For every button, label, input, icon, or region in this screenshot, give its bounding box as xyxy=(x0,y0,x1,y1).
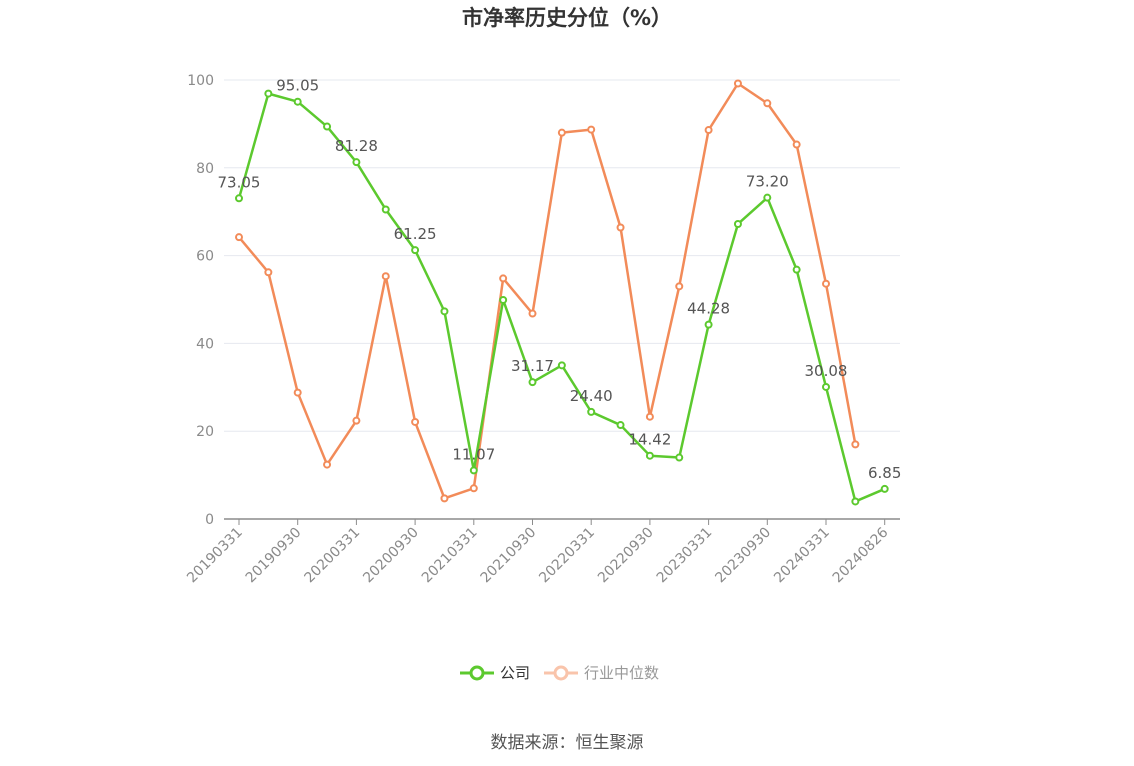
industry-median-point-14 xyxy=(645,412,654,421)
industry-median-point-21 xyxy=(851,440,860,449)
legend-industry-median-label: 行业中位数 xyxy=(584,664,660,682)
company-point-12 xyxy=(587,407,596,416)
company-point-3 xyxy=(323,122,332,131)
y-tick-label-20: 20 xyxy=(196,424,214,440)
company-point-22 xyxy=(880,484,889,493)
company-point-19 xyxy=(792,265,801,274)
industry-median-point-1 xyxy=(264,268,273,277)
industry-median-point-15 xyxy=(675,282,684,291)
x-tick-label: 20190930 xyxy=(243,525,305,587)
company-point-6 xyxy=(411,246,420,255)
company-point-7 xyxy=(440,307,449,316)
company-point-13 xyxy=(616,421,625,430)
industry-median-point-5 xyxy=(381,272,390,281)
legend-item-company[interactable]: 公司 xyxy=(460,662,530,683)
company-point-9 xyxy=(499,295,508,304)
x-tick-label: 20240331 xyxy=(771,525,833,587)
series-lines xyxy=(235,79,889,506)
company-data-label-18: 73.20 xyxy=(746,173,789,191)
industry-median-point-11 xyxy=(557,128,566,137)
y-tick-label-40: 40 xyxy=(196,336,214,352)
company-point-0 xyxy=(235,194,243,203)
industry-median-point-13 xyxy=(616,223,625,232)
company-point-20 xyxy=(822,382,830,391)
industry-median-point-2 xyxy=(293,388,302,397)
legend-industry-median-marker-icon xyxy=(544,665,579,680)
industry-median-point-3 xyxy=(323,460,332,469)
x-tick-label: 20230930 xyxy=(712,525,774,587)
company-point-16 xyxy=(704,320,713,329)
industry-median-point-20 xyxy=(822,279,830,288)
company-point-17 xyxy=(733,219,742,228)
company-point-5 xyxy=(381,205,390,214)
industry-median-point-17 xyxy=(733,79,742,88)
company-point-15 xyxy=(675,453,684,462)
company-point-21 xyxy=(851,497,860,506)
company-data-label-12: 24.40 xyxy=(570,387,613,405)
series-line-industry-median xyxy=(238,82,857,500)
company-data-label-22: 6.85 xyxy=(868,464,901,482)
y-tick-label-0: 0 xyxy=(205,512,214,528)
company-data-label-8: 11.07 xyxy=(452,445,495,463)
y-tick-label-60: 60 xyxy=(196,249,214,265)
legend: 公司 行业中位数 xyxy=(460,662,659,683)
industry-median-point-10 xyxy=(528,309,537,318)
industry-median-point-7 xyxy=(440,494,449,503)
x-tick-label: 20240826 xyxy=(830,524,892,586)
grid-lines xyxy=(224,79,900,432)
company-data-label-16: 44.28 xyxy=(687,300,730,318)
industry-median-point-0 xyxy=(235,233,243,242)
industry-median-point-12 xyxy=(587,125,596,134)
y-axis-tick-labels: 0 20 40 60 80 100 xyxy=(187,73,214,528)
industry-median-point-16 xyxy=(704,126,713,135)
data-labels: 73.05 95.05 81.28 61.25 11.07 31.17 24.40 14.42… xyxy=(218,77,902,482)
industry-median-point-8 xyxy=(469,484,478,493)
company-point-10 xyxy=(528,378,537,387)
industry-median-point-9 xyxy=(499,274,508,283)
x-tick-label: 20210930 xyxy=(478,525,540,587)
legend-company-marker-icon xyxy=(460,665,494,680)
company-data-label-2: 95.05 xyxy=(276,77,319,95)
data-source-note: 数据来源：恒生聚源 xyxy=(490,733,644,753)
x-tick-label: 20200331 xyxy=(302,525,364,587)
x-tick-label: 20230331 xyxy=(654,525,716,587)
company-point-4 xyxy=(352,158,361,167)
company-data-label-0: 73.05 xyxy=(218,173,261,191)
x-tick-label: 20210331 xyxy=(419,525,481,587)
x-tick-label: 20200930 xyxy=(360,525,422,587)
x-tick-label: 20220331 xyxy=(536,525,598,587)
company-data-label-4: 81.28 xyxy=(335,137,378,155)
company-point-1 xyxy=(264,89,273,98)
company-point-18 xyxy=(763,193,772,202)
company-data-label-20: 30.08 xyxy=(805,362,848,380)
chart-title: 市净率历史分位（%） xyxy=(461,6,673,30)
x-tick-label: 20220930 xyxy=(595,525,657,587)
company-point-8 xyxy=(469,466,478,475)
legend-company-label: 公司 xyxy=(500,664,531,682)
company-point-14 xyxy=(645,451,654,460)
company-point-11 xyxy=(557,361,566,370)
y-tick-label-100: 100 xyxy=(187,73,214,89)
company-point-2 xyxy=(293,97,302,106)
x-tick-label: 20190331 xyxy=(184,525,246,587)
company-data-label-6: 61.25 xyxy=(394,225,437,243)
company-data-label-14: 14.42 xyxy=(628,431,671,449)
company-data-label-10: 31.17 xyxy=(511,357,554,375)
y-tick-label-80: 80 xyxy=(196,161,214,177)
industry-median-point-4 xyxy=(352,416,361,425)
industry-median-point-6 xyxy=(411,417,420,426)
industry-median-point-18 xyxy=(763,99,772,108)
x-axis: 2019033120190930202003312020093020210331… xyxy=(184,518,900,587)
legend-item-industry-median[interactable]: 行业中位数 xyxy=(544,662,659,683)
industry-median-point-19 xyxy=(792,140,801,149)
